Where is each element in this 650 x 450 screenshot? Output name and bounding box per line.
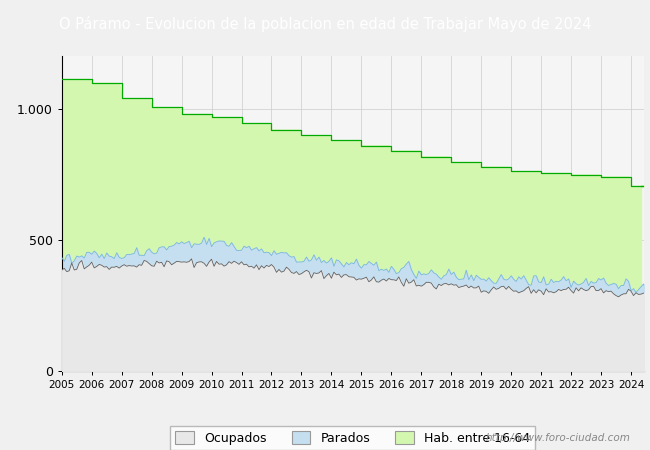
Text: http://www.foro-ciudad.com: http://www.foro-ciudad.com (486, 433, 630, 443)
Text: O Páramo - Evolucion de la poblacion en edad de Trabajar Mayo de 2024: O Páramo - Evolucion de la poblacion en … (58, 16, 592, 32)
Legend: Ocupados, Parados, Hab. entre 16-64: Ocupados, Parados, Hab. entre 16-64 (170, 427, 535, 450)
